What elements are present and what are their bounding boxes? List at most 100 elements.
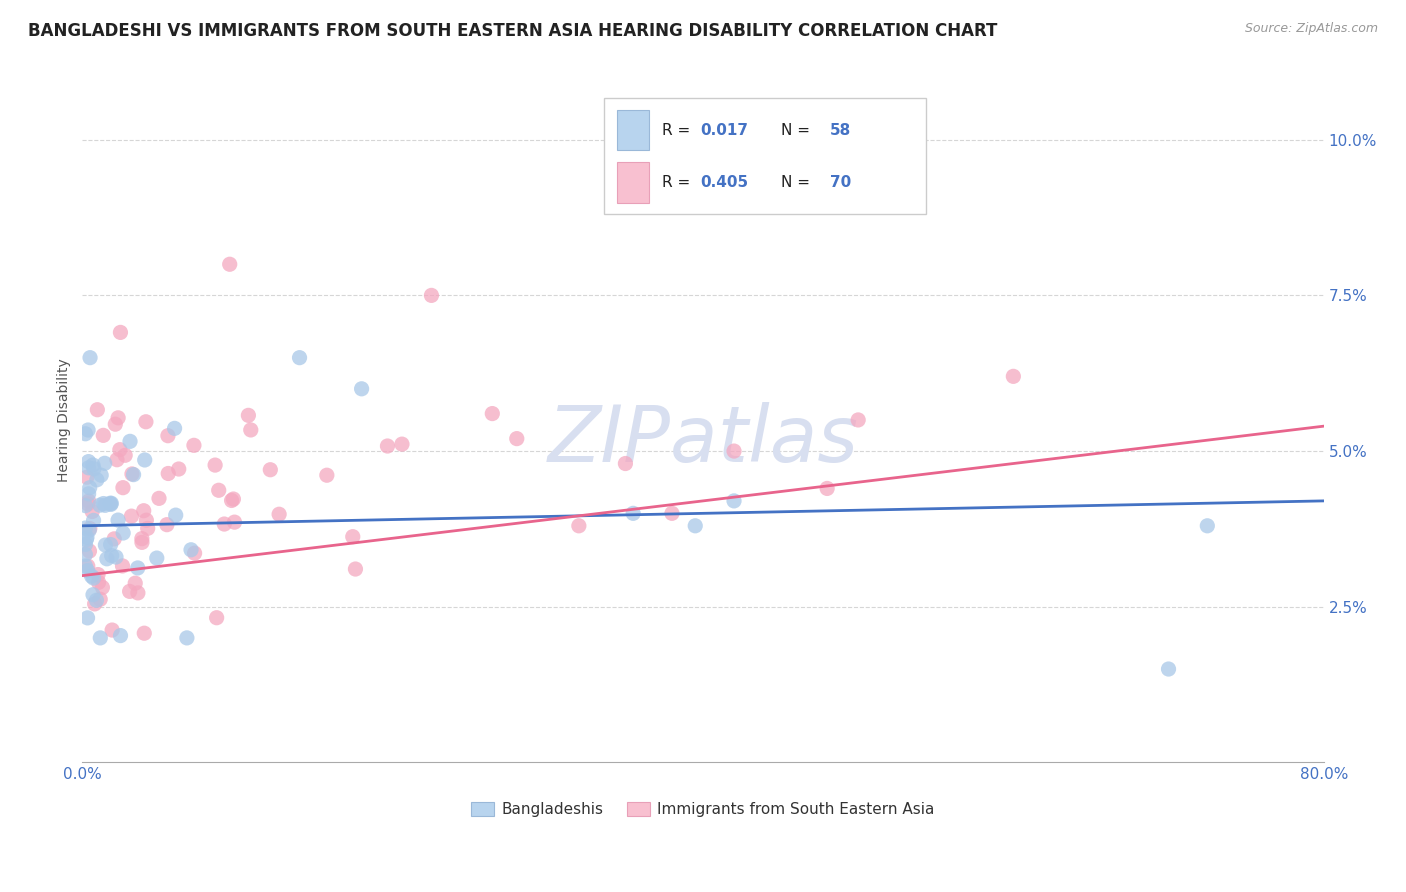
Legend: Bangladeshis, Immigrants from South Eastern Asia: Bangladeshis, Immigrants from South East… bbox=[465, 796, 941, 823]
Point bbox=[86, 402, 108, 417]
Point bbox=[180, 542, 202, 557]
Point bbox=[391, 437, 413, 451]
Point bbox=[77, 487, 100, 501]
Point bbox=[183, 438, 205, 452]
Point bbox=[105, 549, 128, 564]
Point bbox=[131, 532, 153, 546]
Point bbox=[157, 467, 180, 481]
Point bbox=[132, 504, 155, 518]
Point bbox=[75, 533, 97, 547]
Point bbox=[205, 611, 228, 625]
Point bbox=[121, 509, 143, 524]
Point bbox=[208, 483, 231, 498]
Point bbox=[315, 468, 337, 483]
Point bbox=[75, 426, 97, 441]
Point bbox=[481, 407, 503, 421]
Point bbox=[815, 482, 838, 496]
Point bbox=[111, 481, 134, 495]
Point bbox=[108, 442, 131, 457]
Point bbox=[156, 517, 179, 532]
Point bbox=[77, 454, 100, 468]
Point bbox=[238, 409, 260, 423]
Point bbox=[87, 567, 110, 582]
Point bbox=[156, 428, 179, 442]
Point bbox=[148, 491, 170, 506]
Point bbox=[104, 417, 127, 432]
Point bbox=[111, 558, 134, 573]
Point bbox=[110, 629, 132, 643]
Point bbox=[100, 497, 122, 511]
Point bbox=[79, 481, 101, 495]
Point bbox=[568, 518, 591, 533]
Point bbox=[350, 382, 373, 396]
Point bbox=[134, 626, 156, 640]
Point bbox=[89, 631, 111, 645]
Point bbox=[76, 530, 98, 544]
Point bbox=[80, 569, 103, 583]
Text: ZIPatlas: ZIPatlas bbox=[547, 402, 859, 478]
Point bbox=[112, 526, 135, 541]
Point bbox=[76, 611, 98, 625]
Point bbox=[288, 351, 311, 365]
Point bbox=[135, 513, 157, 527]
Point bbox=[83, 597, 105, 611]
Point bbox=[76, 470, 98, 484]
Point bbox=[163, 421, 186, 435]
Point bbox=[377, 439, 399, 453]
Point bbox=[79, 351, 101, 365]
Point bbox=[83, 571, 105, 585]
Point bbox=[83, 513, 105, 527]
Point bbox=[90, 468, 112, 483]
Point bbox=[118, 434, 141, 449]
Point bbox=[118, 584, 141, 599]
Point bbox=[77, 494, 100, 508]
Point bbox=[114, 448, 136, 462]
Point bbox=[420, 288, 443, 302]
Point bbox=[75, 537, 97, 551]
Point bbox=[204, 458, 226, 472]
Point bbox=[259, 463, 281, 477]
Point bbox=[1197, 518, 1219, 533]
Point bbox=[77, 423, 100, 437]
Point bbox=[100, 537, 122, 551]
Point bbox=[135, 415, 157, 429]
Point bbox=[75, 558, 97, 573]
Point bbox=[110, 326, 132, 340]
Point bbox=[214, 516, 236, 531]
Point bbox=[224, 515, 246, 529]
Point bbox=[79, 544, 101, 558]
Point bbox=[342, 530, 364, 544]
Point bbox=[77, 523, 100, 537]
Point bbox=[723, 444, 745, 458]
Point bbox=[86, 593, 108, 607]
Point bbox=[98, 496, 121, 510]
Point bbox=[89, 498, 111, 512]
Text: Source: ZipAtlas.com: Source: ZipAtlas.com bbox=[1244, 22, 1378, 36]
Point bbox=[222, 491, 245, 506]
Point bbox=[93, 497, 115, 511]
Point bbox=[94, 538, 117, 552]
Point bbox=[661, 506, 683, 520]
Point bbox=[93, 456, 115, 470]
Point bbox=[103, 532, 125, 546]
Point bbox=[723, 494, 745, 508]
Point bbox=[75, 548, 97, 562]
Point bbox=[91, 428, 114, 442]
Point bbox=[79, 521, 101, 535]
Point bbox=[75, 499, 97, 513]
Point bbox=[134, 453, 156, 467]
Point bbox=[127, 561, 149, 575]
Point bbox=[683, 518, 706, 533]
Point bbox=[75, 521, 97, 535]
Point bbox=[91, 581, 114, 595]
Point bbox=[506, 432, 529, 446]
Point bbox=[77, 460, 100, 475]
Point bbox=[218, 257, 240, 271]
Point bbox=[131, 535, 153, 549]
Point bbox=[146, 551, 169, 566]
Point bbox=[100, 496, 122, 510]
Point bbox=[176, 631, 198, 645]
Point bbox=[136, 521, 159, 535]
Point bbox=[124, 576, 146, 591]
Point bbox=[1002, 369, 1025, 384]
